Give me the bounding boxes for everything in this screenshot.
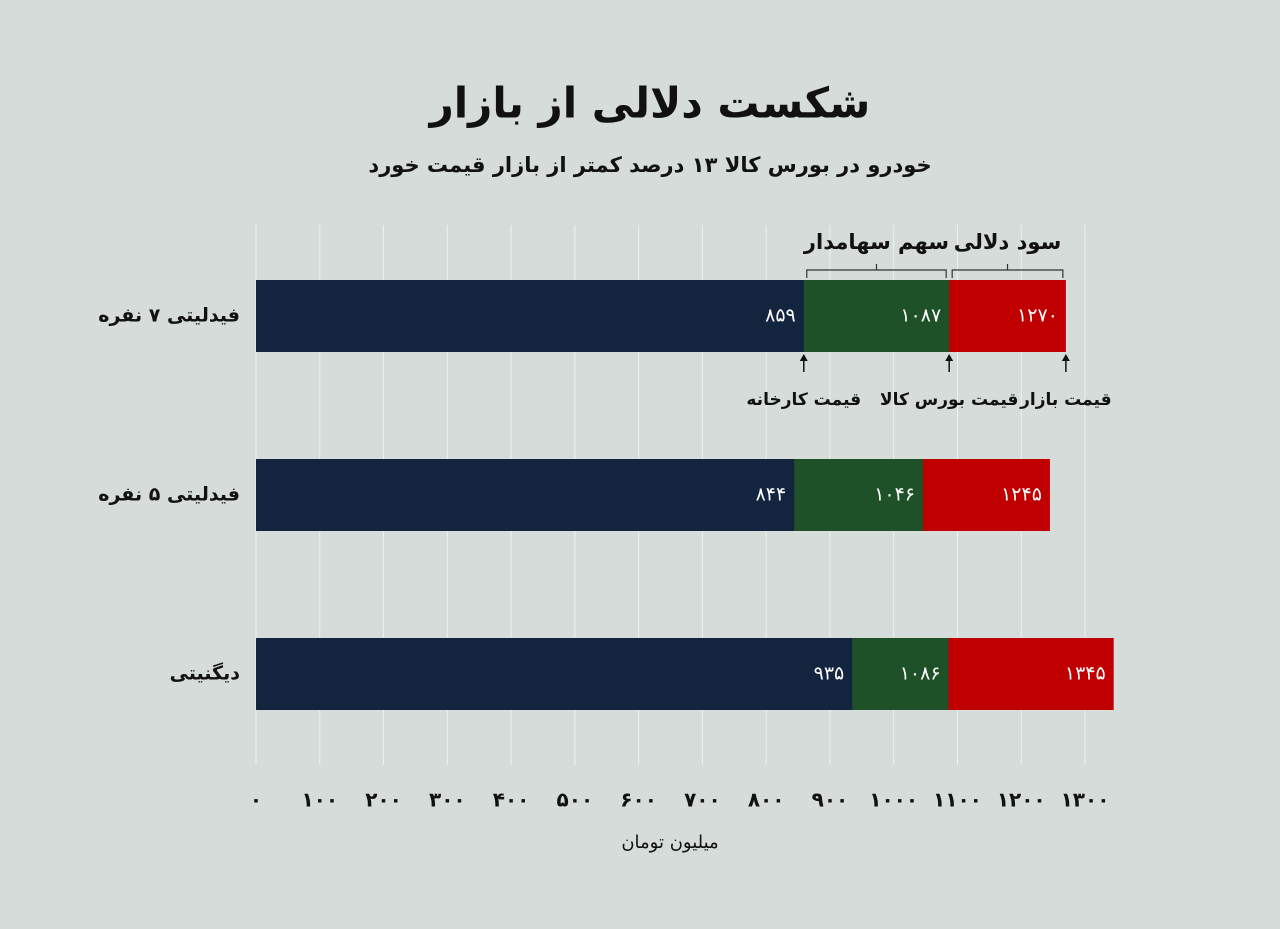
x-tick-label: ۱۰۰ — [301, 788, 338, 812]
value-label: ۱۰۴۶ — [874, 484, 915, 506]
chart-subtitle: خودرو در بورس کالا ۱۳ درصد کمتر از بازار… — [368, 153, 931, 177]
arrow-head — [945, 354, 954, 361]
x-tick-label: ۱۱۰۰ — [933, 788, 982, 812]
x-tick-label: ۸۰۰ — [748, 788, 785, 812]
series-name: قیمت بازار — [1019, 390, 1112, 410]
x-tick-label: ۹۰۰ — [812, 788, 849, 812]
arrow-head — [1061, 354, 1070, 361]
bracket — [806, 264, 947, 278]
value-label: ۱۰۸۶ — [900, 663, 941, 685]
x-tick-label: ۱۰۰۰ — [869, 788, 918, 812]
value-label: ۱۲۴۵ — [1001, 484, 1042, 506]
value-label: ۱۳۴۵ — [1065, 663, 1106, 685]
series-name: قیمت بورس کالا — [880, 390, 1019, 410]
x-tick-label: ۷۰۰ — [684, 788, 721, 812]
x-tick-label: ۴۰۰ — [493, 788, 530, 812]
bracket — [951, 264, 1064, 278]
category-label: دیگنیتی — [170, 662, 241, 685]
chart-title: شکست دلالی از بازار — [428, 79, 871, 128]
category-label: فیدلیتی ۵ نفره — [98, 484, 240, 506]
value-label: ۹۳۵ — [814, 663, 845, 685]
arrow-head — [799, 354, 808, 361]
value-label: ۸۵۹ — [765, 305, 796, 327]
bar — [256, 459, 795, 531]
category-label: فیدلیتی ۷ نفره — [98, 305, 240, 327]
x-tick-label: ۱۳۰۰ — [1061, 788, 1110, 812]
value-label: ۱۰۸۷ — [900, 305, 941, 327]
bar — [256, 638, 853, 710]
bar — [256, 280, 804, 352]
annotation: سود دلالی — [954, 230, 1061, 254]
value-label: ۸۴۴ — [756, 484, 787, 506]
x-tick-label: ۵۰۰ — [557, 788, 594, 812]
x-tick-label: ۲۰۰ — [365, 788, 402, 812]
x-tick-label: ۳۰۰ — [429, 788, 466, 812]
x-axis-label: میلیون تومان — [621, 832, 718, 853]
annotation: سهم سهامدار — [803, 230, 949, 254]
x-tick-label: ۶۰۰ — [620, 788, 657, 812]
series-name: قیمت کارخانه — [746, 390, 861, 410]
x-tick-label: ۱۲۰۰ — [997, 788, 1046, 812]
x-tick-label: ۰ — [250, 788, 262, 812]
value-label: ۱۲۷۰ — [1017, 305, 1058, 327]
